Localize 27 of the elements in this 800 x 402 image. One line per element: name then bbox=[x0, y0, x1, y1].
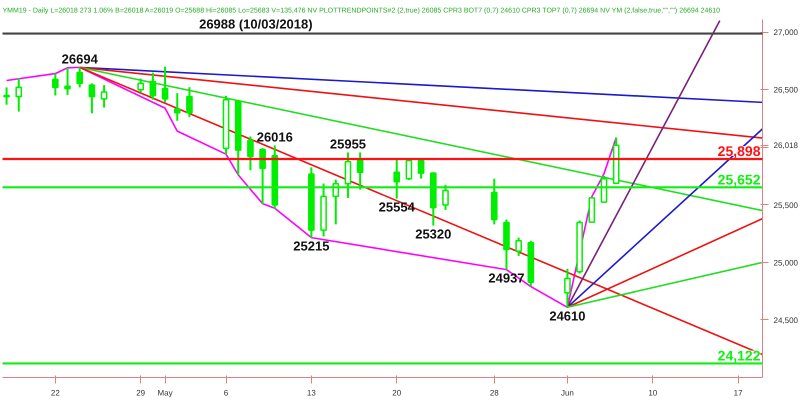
ref-line-label: 24,122 bbox=[718, 347, 761, 364]
annotation: 25320 bbox=[415, 226, 452, 242]
ref-line-label: 25,652 bbox=[718, 171, 761, 188]
y-tick-label: 27,000 bbox=[774, 28, 799, 38]
y-tick-label: 26,018 bbox=[774, 141, 799, 150]
annotation: 25215 bbox=[293, 238, 330, 254]
annotation: 25554 bbox=[378, 200, 416, 215]
y-tick-label: 25,500 bbox=[774, 200, 799, 210]
x-tick-label: 29 bbox=[136, 388, 146, 398]
x-tick-label: 6 bbox=[224, 388, 229, 398]
x-tick-label: 22 bbox=[50, 388, 60, 398]
ref-line-label: 25,898 bbox=[718, 143, 761, 160]
x-tick-label: Jun bbox=[560, 388, 574, 398]
x-tick-label: May bbox=[158, 388, 173, 398]
annotation: 24610 bbox=[549, 308, 586, 324]
x-tick-label: 28 bbox=[490, 388, 500, 398]
annotation: 26016 bbox=[256, 129, 293, 144]
annotation: 26694 bbox=[62, 51, 99, 66]
x-tick-label: 17 bbox=[734, 388, 744, 398]
annotation: 25955 bbox=[330, 136, 366, 152]
y-tick-label: 25,000 bbox=[774, 258, 799, 268]
y-tick-label: 26,500 bbox=[774, 86, 799, 95]
x-tick-label: 13 bbox=[306, 388, 316, 398]
y-tick-label: 24,500 bbox=[774, 316, 799, 325]
ref-line-label: 26988 (10/03/2018) bbox=[199, 16, 313, 32]
x-tick-label: 10 bbox=[648, 388, 658, 398]
x-tick-label: 20 bbox=[392, 388, 402, 398]
